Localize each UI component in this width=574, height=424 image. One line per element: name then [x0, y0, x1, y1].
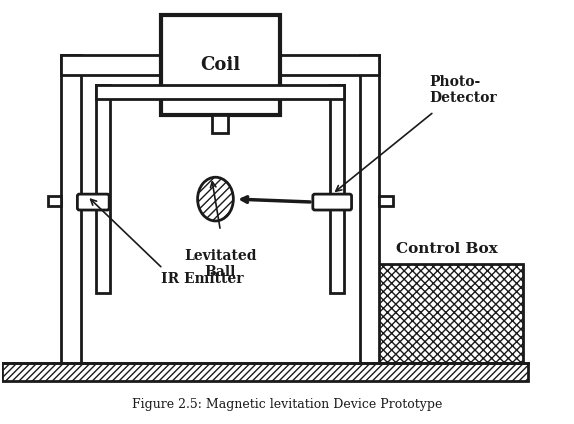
Bar — [96, 85, 110, 293]
Bar — [370, 264, 523, 363]
Bar — [370, 264, 523, 363]
Text: Levitated
Ball: Levitated Ball — [184, 249, 257, 279]
FancyBboxPatch shape — [77, 194, 109, 210]
Text: Figure 2.5: Magnetic levitation Device Prototype: Figure 2.5: Magnetic levitation Device P… — [132, 398, 442, 411]
Text: Control Box: Control Box — [395, 242, 497, 256]
Bar — [359, 55, 379, 363]
Bar — [212, 114, 228, 133]
Text: Coil: Coil — [200, 56, 241, 74]
Bar — [329, 85, 344, 293]
Bar — [379, 196, 393, 206]
Text: IR Emitter: IR Emitter — [161, 271, 243, 285]
Bar — [61, 55, 379, 75]
Bar — [2, 363, 529, 381]
Bar — [61, 55, 82, 363]
FancyBboxPatch shape — [313, 194, 351, 210]
Bar — [96, 85, 344, 99]
Bar — [161, 15, 280, 114]
Bar — [2, 363, 529, 381]
Text: Photo-
Detector: Photo- Detector — [429, 75, 497, 105]
Ellipse shape — [197, 177, 234, 221]
Bar — [48, 196, 61, 206]
